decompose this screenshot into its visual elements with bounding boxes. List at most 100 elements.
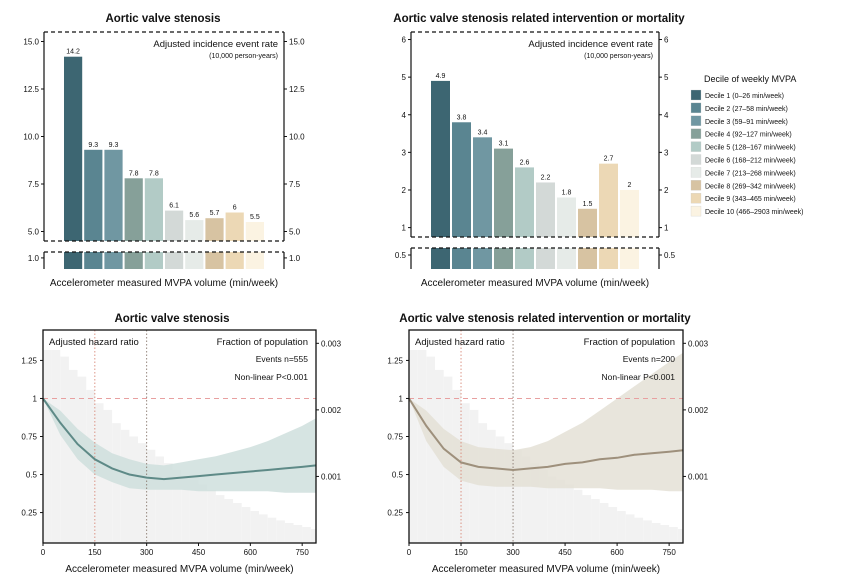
y-tick-label: 0.5 xyxy=(392,471,404,480)
y-tick-label: 2 xyxy=(402,186,407,195)
population-bar xyxy=(129,436,139,543)
population-bar xyxy=(267,517,277,543)
y-tick-label: 0.5 xyxy=(395,251,407,260)
bar-upper-decile-4 xyxy=(494,148,513,237)
bar-lower-decile-9 xyxy=(225,252,244,269)
y-axis-label: Adjusted hazard ratio xyxy=(415,337,505,348)
population-bar xyxy=(521,456,531,543)
legend-swatch-decile-10 xyxy=(690,205,702,217)
bar-lower-decile-2 xyxy=(84,252,103,269)
population-bar xyxy=(495,436,505,543)
population-bar xyxy=(643,520,652,543)
hazard-ratio-line xyxy=(42,397,317,481)
population-bar xyxy=(547,476,557,543)
bar-lower-decile-8 xyxy=(205,252,224,269)
population-bar xyxy=(426,356,436,543)
y-tick-label: 1 xyxy=(402,224,407,233)
y-tick-label: 1.25 xyxy=(21,356,37,365)
bar-lower-decile-1 xyxy=(431,248,450,269)
legend-item-decile-8: Decile 8 (269–342 min/week) xyxy=(705,183,796,190)
bar-upper-decile-9 xyxy=(225,212,244,241)
bar-value-label: 5.6 xyxy=(189,212,199,219)
y-tick-label-right: 4 xyxy=(664,111,669,120)
bar-upper-decile-10 xyxy=(620,189,639,237)
bar-upper-decile-7 xyxy=(557,197,576,237)
bar-value-label: 2.2 xyxy=(541,174,551,181)
population-bar xyxy=(651,523,661,543)
bar-value-label: 4.9 xyxy=(436,73,446,80)
bar-lower-decile-10 xyxy=(620,248,639,269)
x-axis-label: Accelerometer measured MVPA volume (min/… xyxy=(50,278,278,289)
population-bar xyxy=(138,443,147,543)
y-tick-label: 4 xyxy=(402,111,407,120)
bar-upper-decile-10 xyxy=(245,222,264,241)
population-bar xyxy=(669,527,678,543)
y-tick-label-right: 0.002 xyxy=(688,406,709,415)
y-axis-label: Adjusted hazard ratio xyxy=(49,337,139,348)
population-bar xyxy=(573,489,583,543)
y-tick-label-right: 5 xyxy=(664,73,669,82)
legend-item-decile-10: Decile 10 (466–2903 min/week) xyxy=(705,209,803,216)
legend-item-decile-4: Decile 4 (92–127 min/week) xyxy=(705,132,792,139)
bar-lower-decile-6 xyxy=(536,248,555,269)
x-tick-label: 0 xyxy=(407,548,412,557)
y-tick-label: 15.0 xyxy=(23,38,39,47)
y-tick-label-right: 2 xyxy=(664,186,669,195)
bar-upper-decile-4 xyxy=(124,178,143,241)
bar-value-label: 9.3 xyxy=(109,142,119,149)
bar-chart-2: Aortic valve stenosis related interventi… xyxy=(393,13,685,289)
population-bar xyxy=(565,484,574,543)
population-bar xyxy=(591,499,600,543)
population-bar xyxy=(582,495,592,543)
legend: Decile of weekly MVPA Decile 1 (0–26 min/… xyxy=(690,74,803,217)
y-tick-label: 0.75 xyxy=(387,433,403,442)
population-bar xyxy=(409,349,418,543)
population-bar xyxy=(224,499,234,543)
bar-value-label: 2.6 xyxy=(520,159,530,166)
bar-lower-decile-8 xyxy=(578,248,597,269)
y-tick-label-right: 0.003 xyxy=(688,339,709,348)
population-bar xyxy=(599,503,609,543)
y-tick-label-right: 10.0 xyxy=(289,133,305,142)
confidence-band xyxy=(409,352,683,492)
population-bar xyxy=(617,511,626,543)
legend-swatch-decile-1 xyxy=(690,89,702,101)
population-bar xyxy=(487,429,496,543)
y-tick-label: 5 xyxy=(402,73,407,82)
population-bar xyxy=(172,469,182,543)
bar-value-label: 7.8 xyxy=(129,170,139,177)
population-bar xyxy=(233,503,242,543)
y-tick-label: 1 xyxy=(33,394,38,403)
bar-upper-decile-1 xyxy=(431,80,450,238)
population-bar xyxy=(556,479,566,543)
bar-value-label: 5.5 xyxy=(250,214,260,221)
population-bar xyxy=(163,463,173,543)
y-tick-label: 0.25 xyxy=(387,509,403,518)
bar-upper-decile-3 xyxy=(104,149,123,241)
population-bar xyxy=(198,484,208,543)
bar-upper-decile-9 xyxy=(599,163,618,237)
population-bar xyxy=(43,349,52,543)
line-chart-1: Aortic valve stenosis 0 150 300 450 600 750 0.2… xyxy=(21,313,341,575)
x-tick-label: 0 xyxy=(41,548,46,557)
legend-item-decile-5: Decile 5 (128–167 min/week) xyxy=(705,145,796,152)
bar-lower-decile-4 xyxy=(124,252,143,269)
population-bar xyxy=(530,463,540,543)
y-tick-label: 10.0 xyxy=(23,133,39,142)
hazard-ratio-line xyxy=(408,397,684,472)
y-axis-sublabel: (10,000 person-years) xyxy=(584,53,653,60)
population-bar xyxy=(241,507,251,543)
population-bar xyxy=(608,507,618,543)
population-bar xyxy=(539,469,548,543)
population-bar xyxy=(302,527,311,543)
confidence-band xyxy=(43,398,316,493)
y-tick-label-right: 0.001 xyxy=(688,472,709,481)
legend-swatch-decile-4 xyxy=(690,128,702,139)
population-bar xyxy=(51,349,61,543)
bar-value-label: 1.5 xyxy=(583,201,593,208)
population-bar xyxy=(625,514,635,543)
bar-value-label: 6 xyxy=(233,205,237,212)
bar-lower-decile-5 xyxy=(144,252,163,269)
y-tick-label-right: 0.001 xyxy=(321,472,342,481)
